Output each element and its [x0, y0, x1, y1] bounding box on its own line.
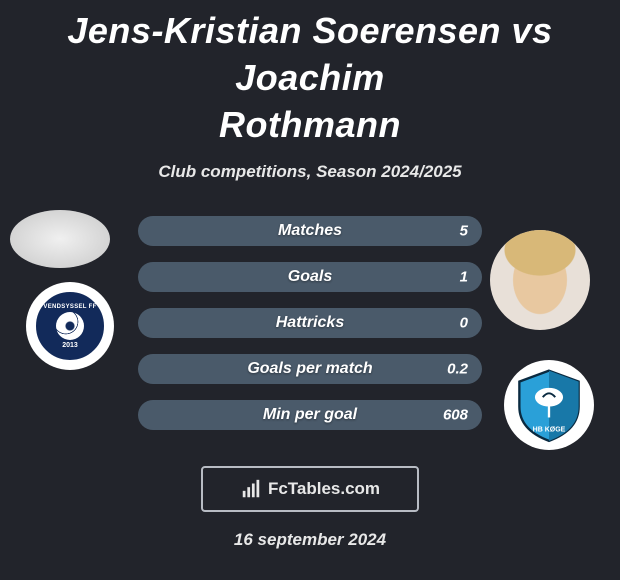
stat-value: 1 [460, 269, 468, 286]
stat-value: 5 [460, 223, 468, 240]
club-left-year: 2013 [62, 342, 78, 349]
stat-label: Goals [288, 268, 332, 286]
page-title: Jens-Kristian Soerensen vs Joachim Rothm… [0, 0, 620, 148]
club-right-logo: HB KØGE [504, 360, 594, 450]
stat-row-min-per-goal: Min per goal 608 [138, 400, 482, 430]
stat-value: 0.2 [447, 361, 468, 378]
player-right-face [490, 230, 590, 330]
title-line-2: Rothmann [219, 104, 401, 145]
stat-value: 0 [460, 315, 468, 332]
stat-row-hattricks: Hattricks 0 [138, 308, 482, 338]
stat-label: Goals per match [247, 360, 372, 378]
club-left-logo: VENDSYSSEL FF 2013 [26, 282, 114, 370]
player-left-avatar [10, 210, 110, 268]
soccer-ball-icon [56, 312, 84, 340]
club-right-shield-icon: HB KØGE [510, 366, 588, 444]
stat-label: Matches [278, 222, 342, 240]
subtitle: Club competitions, Season 2024/2025 [0, 162, 620, 182]
player-right-avatar [490, 230, 590, 330]
stat-label: Min per goal [263, 406, 357, 424]
watermark-badge: FcTables.com [201, 466, 419, 512]
club-right-badge: HB KØGE [510, 366, 588, 444]
stat-row-matches: Matches 5 [138, 216, 482, 246]
stat-label: Hattricks [276, 314, 344, 332]
club-left-top-text: VENDSYSSEL FF [43, 304, 96, 310]
comparison-content: VENDSYSSEL FF 2013 HB KØGE Matches 5 Goa… [0, 210, 620, 450]
svg-text:HB KØGE: HB KØGE [533, 427, 566, 434]
stat-value: 608 [443, 407, 468, 424]
stat-row-goals: Goals 1 [138, 262, 482, 292]
watermark-text: FcTables.com [268, 479, 380, 499]
stat-bars: Matches 5 Goals 1 Hattricks 0 Goals per … [138, 216, 482, 446]
date-text: 16 september 2024 [0, 530, 620, 550]
title-line-1: Jens-Kristian Soerensen vs Joachim [67, 10, 552, 98]
stat-row-goals-per-match: Goals per match 0.2 [138, 354, 482, 384]
club-left-badge: VENDSYSSEL FF 2013 [33, 289, 107, 363]
bar-chart-icon [240, 478, 262, 500]
